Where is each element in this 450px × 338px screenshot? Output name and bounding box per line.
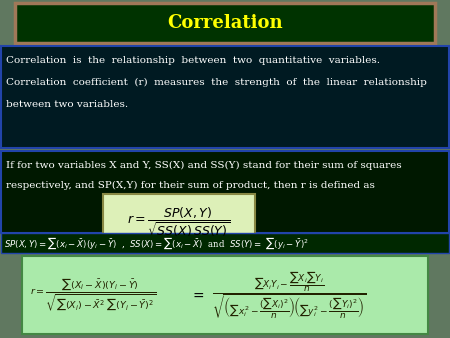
FancyBboxPatch shape	[103, 194, 255, 250]
Text: Correlation: Correlation	[167, 14, 283, 32]
Text: $\dfrac{\sum X_i Y_i - \dfrac{\sum X_i \sum Y_i}{n}}{\sqrt{\left(\sum x_i^2 - \d: $\dfrac{\sum X_i Y_i - \dfrac{\sum X_i \…	[212, 269, 367, 321]
Text: If for two variables X and Y, SS(X) and SS(Y) stand for their sum of squares: If for two variables X and Y, SS(X) and …	[6, 161, 401, 170]
Text: between two variables.: between two variables.	[6, 100, 128, 109]
FancyBboxPatch shape	[1, 233, 449, 253]
Text: respectively, and SP(X,Y) for their sum of product, then r is defined as: respectively, and SP(X,Y) for their sum …	[6, 181, 375, 190]
Text: $r = \dfrac{\sum(X_i - \bar{X})(Y_i - \bar{Y})}{\sqrt{\sum(X_i) - \bar{X}^2\;\su: $r = \dfrac{\sum(X_i - \bar{X})(Y_i - \b…	[30, 276, 156, 313]
Text: $=$: $=$	[189, 288, 204, 302]
Text: $SP(X,Y) = \sum(x_i - \bar{X})(y_i - \bar{Y})$  ,  $SS(X) = \sum(x_i - \bar{X})$: $SP(X,Y) = \sum(x_i - \bar{X})(y_i - \ba…	[4, 235, 309, 251]
Text: Correlation  is  the  relationship  between  two  quantitative  variables.: Correlation is the relationship between …	[6, 56, 380, 65]
Text: $r = \dfrac{SP(X,Y)}{\sqrt{SS(X)\,SS(Y)}}$: $r = \dfrac{SP(X,Y)}{\sqrt{SS(X)\,SS(Y)}…	[127, 205, 230, 239]
Text: Correlation  coefficient  (r)  measures  the  strength  of  the  linear  relatio: Correlation coefficient (r) measures the…	[6, 78, 427, 87]
FancyBboxPatch shape	[15, 3, 435, 43]
FancyBboxPatch shape	[1, 151, 449, 233]
FancyBboxPatch shape	[1, 46, 449, 148]
FancyBboxPatch shape	[22, 256, 428, 334]
